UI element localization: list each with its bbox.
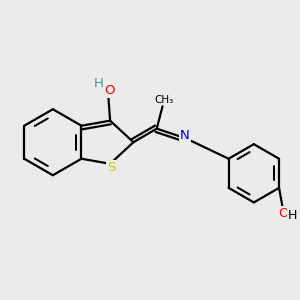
Text: CH₃: CH₃ [155, 94, 174, 104]
Text: S: S [107, 161, 115, 174]
Text: N: N [180, 129, 190, 142]
Text: O: O [279, 207, 289, 220]
Text: H: H [288, 208, 297, 222]
Text: O: O [104, 84, 114, 97]
Text: H: H [94, 77, 103, 90]
